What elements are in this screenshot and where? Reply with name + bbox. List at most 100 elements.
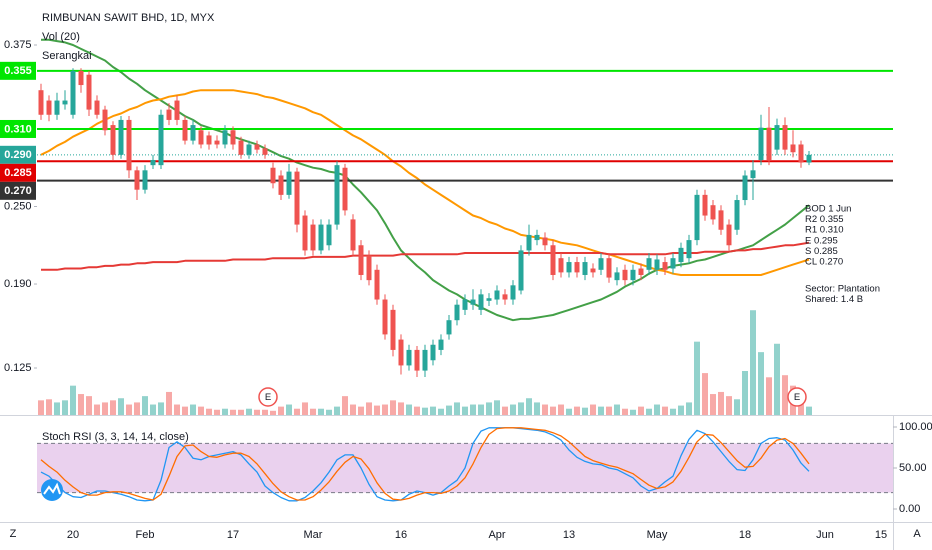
volume-bar xyxy=(446,405,452,415)
level-label-box xyxy=(0,181,36,200)
candle-body xyxy=(38,90,44,115)
candle-body xyxy=(758,127,764,160)
x-tick-label: 13 xyxy=(563,529,575,541)
candle-body xyxy=(86,74,92,110)
candle-body xyxy=(326,224,332,246)
candle-body xyxy=(198,130,204,145)
candle-body xyxy=(550,245,556,275)
candle-body xyxy=(574,262,580,273)
stoch-tick-label: 100.00 xyxy=(899,421,932,433)
volume-bar xyxy=(782,375,788,415)
x-tick-label: 17 xyxy=(227,529,239,541)
candle-body xyxy=(494,290,500,300)
volume-bar xyxy=(214,409,220,415)
volume-bar xyxy=(102,402,108,415)
volume-bar xyxy=(606,406,612,415)
candle-body xyxy=(246,144,252,155)
volume-bar xyxy=(550,406,556,415)
stoch-title: Stoch RSI (3, 3, 14, 14, close) xyxy=(42,431,189,443)
volume-bar xyxy=(238,409,244,415)
volume-bar xyxy=(806,406,812,415)
auto-scale-button[interactable]: A xyxy=(913,528,921,540)
volume-bar xyxy=(222,408,228,415)
candle-body xyxy=(630,269,636,281)
candle-body xyxy=(302,215,308,251)
volume-bar xyxy=(262,409,268,415)
candle-body xyxy=(718,210,724,230)
x-tick-label: Mar xyxy=(304,529,323,541)
candle-body xyxy=(670,258,676,269)
x-tick-label: Feb xyxy=(136,529,155,541)
annotation-line: R2 0.355 xyxy=(805,214,844,225)
volume-bar xyxy=(78,394,84,415)
volume-bar xyxy=(206,408,212,415)
volume-bar xyxy=(94,404,100,415)
volume-bar xyxy=(590,404,596,415)
stoch-line xyxy=(40,427,810,501)
volume-bar xyxy=(358,406,364,415)
annotation-line: E 0.295 xyxy=(805,235,838,246)
volume-bar xyxy=(318,408,324,415)
candle-body xyxy=(646,258,652,270)
volume-bar xyxy=(734,399,740,415)
volume-bar xyxy=(502,406,508,415)
candle-body xyxy=(406,349,412,366)
candle-body xyxy=(766,127,772,160)
volume-bar xyxy=(118,398,124,415)
volume-bar xyxy=(174,404,180,415)
volume-bar xyxy=(38,400,44,415)
candle-body xyxy=(382,299,388,335)
volume-bar xyxy=(750,310,756,415)
volume-bar xyxy=(246,408,252,415)
candle-body xyxy=(582,262,588,275)
candle-body xyxy=(358,245,364,275)
candle-body xyxy=(398,339,404,366)
volume-bar xyxy=(294,408,300,415)
candle-body xyxy=(278,175,284,195)
volume-bar xyxy=(342,396,348,415)
candle-body xyxy=(366,255,372,281)
x-tick-label: 18 xyxy=(739,529,751,541)
candle-body xyxy=(446,320,452,335)
candle-body xyxy=(558,258,564,273)
candle-body xyxy=(750,170,756,179)
candle-body xyxy=(454,304,460,321)
candle-body xyxy=(182,119,188,141)
candle-body xyxy=(390,309,396,350)
level-label: 0.310 xyxy=(4,123,32,135)
level-label: 0.355 xyxy=(4,65,32,77)
volume-bar xyxy=(198,406,204,415)
candle-body xyxy=(710,205,716,220)
volume-bar xyxy=(286,404,292,415)
candle-body xyxy=(438,339,444,350)
volume-bar xyxy=(542,404,548,415)
candle-body xyxy=(510,285,516,300)
indicator-label: Vol (20) xyxy=(42,31,80,43)
annotation-line: BOD 1 Jun xyxy=(805,204,851,215)
candle-body xyxy=(622,269,628,281)
x-tick-label: Apr xyxy=(488,529,505,541)
candle-body xyxy=(566,262,572,273)
volume-bar xyxy=(558,404,564,415)
y-tick-label: 0.250 xyxy=(4,200,32,212)
volume-bar xyxy=(798,399,804,415)
stoch-tick-label: 0.00 xyxy=(899,503,920,515)
annotation-line: Shared: 1.4 B xyxy=(805,294,863,305)
volume-bar xyxy=(694,341,700,415)
volume-bar xyxy=(774,343,780,415)
annotation-line: R1 0.310 xyxy=(805,225,844,236)
candle-body xyxy=(662,262,668,270)
volume-bar xyxy=(126,404,132,415)
volume-bar xyxy=(142,396,148,415)
volume-bar xyxy=(62,400,68,415)
volume-bar xyxy=(614,404,620,415)
candle-body xyxy=(318,224,324,251)
y-tick-label: 0.375 xyxy=(4,39,32,51)
volume-bar xyxy=(726,396,732,415)
candle-body xyxy=(734,200,740,230)
volume-bar xyxy=(382,404,388,415)
candle-body xyxy=(62,100,68,105)
scale-button[interactable]: Z xyxy=(10,528,17,540)
x-tick-label: 15 xyxy=(875,529,887,541)
candle-body xyxy=(254,144,260,150)
